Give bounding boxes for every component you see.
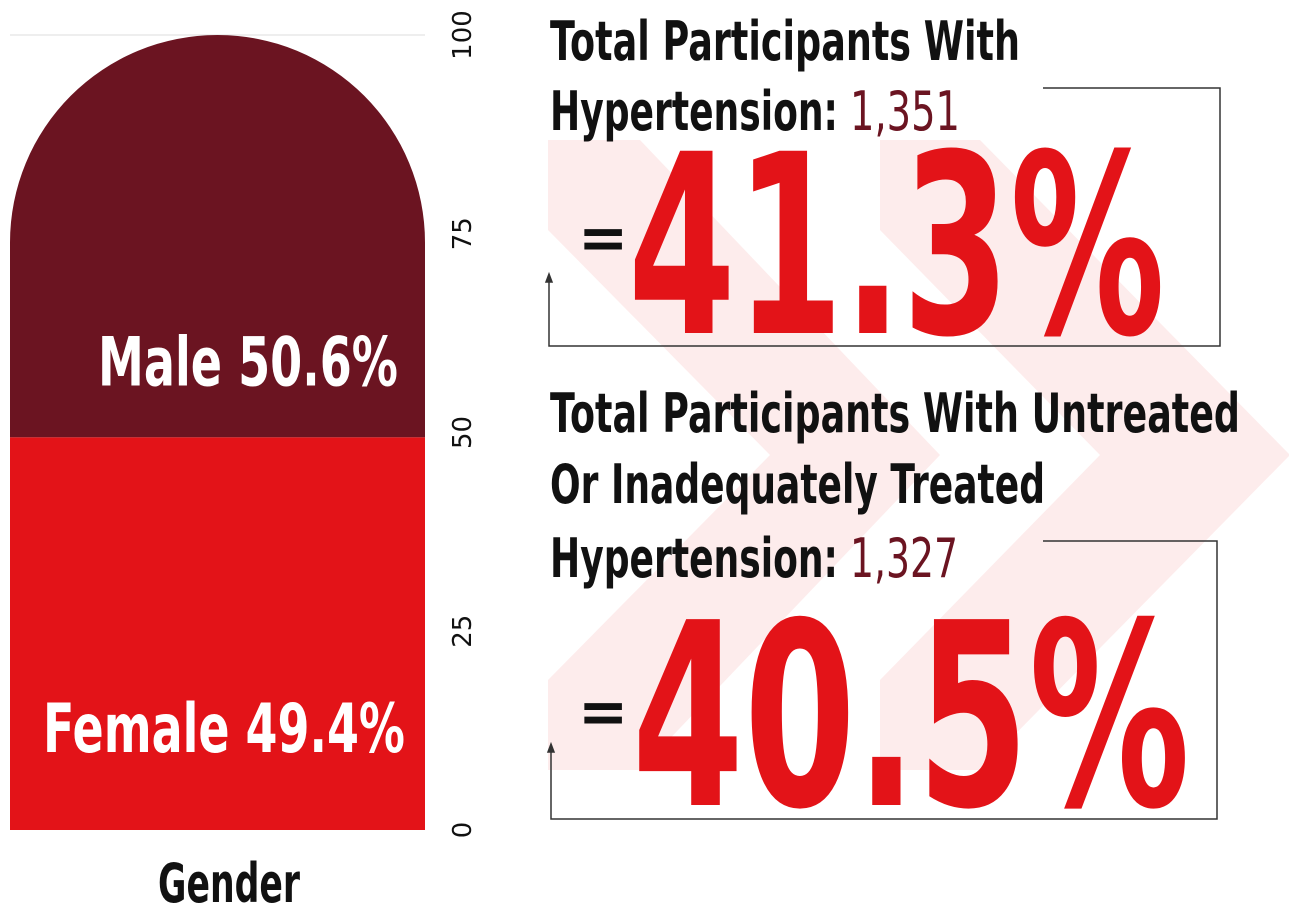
arrow-head xyxy=(544,271,554,283)
bar-segment xyxy=(10,35,425,438)
y-tick-label: 0 xyxy=(448,822,478,839)
value-label: 49.4% xyxy=(246,690,405,769)
stat-percent: 41.3% xyxy=(628,101,1165,392)
stat-label: Hypertension: xyxy=(550,527,838,590)
equals-sign: = xyxy=(578,677,628,747)
y-tick-label: 75 xyxy=(448,217,478,250)
y-tick-label: 100 xyxy=(448,10,478,60)
value-label: 50.6% xyxy=(238,323,398,402)
stat-percent: 40.5% xyxy=(632,569,1190,866)
bracket xyxy=(548,87,1221,347)
bar-segment xyxy=(10,437,425,830)
data-label: Male 50.6% xyxy=(98,323,398,402)
stat-label: Total Participants With xyxy=(550,10,1020,73)
bracket xyxy=(550,540,1218,820)
chevron xyxy=(548,140,940,770)
stat-label: Total Participants With Untreated xyxy=(550,382,1240,445)
background-chevrons xyxy=(548,140,1289,770)
brackets xyxy=(544,87,1221,820)
chevron xyxy=(880,140,1289,770)
arrow-head xyxy=(546,741,556,753)
stat-label: Hypertension: xyxy=(550,80,838,143)
series-name: Male xyxy=(98,323,222,402)
y-tick-label: 50 xyxy=(448,416,478,449)
data-label: Female 49.4% xyxy=(43,690,405,769)
stat-label: Or Inadequately Treated xyxy=(550,453,1045,516)
y-tick-label: 25 xyxy=(448,615,478,648)
x-axis-label: Gender xyxy=(158,852,300,909)
stat-count: 1,351 xyxy=(850,80,960,143)
equals-sign: = xyxy=(578,203,628,273)
series-name: Female xyxy=(43,690,230,769)
stat-count: 1,327 xyxy=(850,527,958,590)
